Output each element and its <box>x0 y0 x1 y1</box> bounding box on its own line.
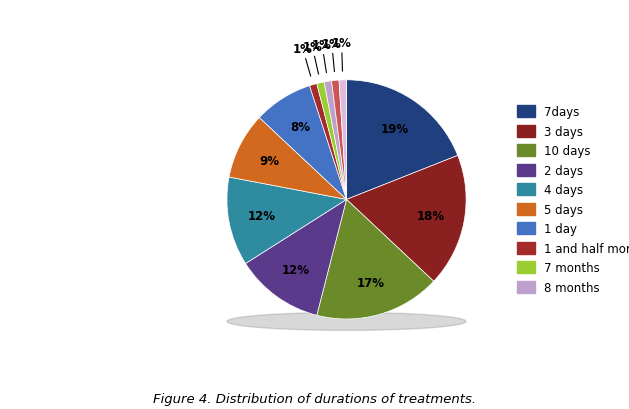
Text: 19%: 19% <box>381 122 409 135</box>
Ellipse shape <box>227 312 466 330</box>
Wedge shape <box>229 118 347 200</box>
Text: 1%: 1% <box>303 40 322 54</box>
Wedge shape <box>347 81 458 200</box>
Wedge shape <box>347 156 466 281</box>
Text: 12%: 12% <box>282 263 310 276</box>
Wedge shape <box>317 200 433 319</box>
Text: 18%: 18% <box>417 209 445 222</box>
Wedge shape <box>259 86 347 200</box>
Text: 1%: 1% <box>312 39 332 52</box>
Wedge shape <box>339 81 347 200</box>
Text: 9%: 9% <box>260 155 280 167</box>
Text: 1%: 1% <box>331 37 352 50</box>
Wedge shape <box>309 84 347 200</box>
Text: 8%: 8% <box>291 121 310 134</box>
Wedge shape <box>317 83 347 200</box>
Wedge shape <box>227 178 347 264</box>
Text: Figure 4. Distribution of durations of treatments.: Figure 4. Distribution of durations of t… <box>153 392 476 405</box>
Wedge shape <box>245 200 347 315</box>
Wedge shape <box>324 81 347 200</box>
Text: 17%: 17% <box>357 276 384 289</box>
Text: 1%: 1% <box>322 38 342 51</box>
Text: 12%: 12% <box>248 209 276 222</box>
Text: 1%: 1% <box>292 43 313 56</box>
Wedge shape <box>331 81 347 200</box>
Legend: 7days, 3 days, 10 days, 2 days, 4 days, 5 days, 1 day, 1 and half month, 7 month: 7days, 3 days, 10 days, 2 days, 4 days, … <box>517 106 629 294</box>
